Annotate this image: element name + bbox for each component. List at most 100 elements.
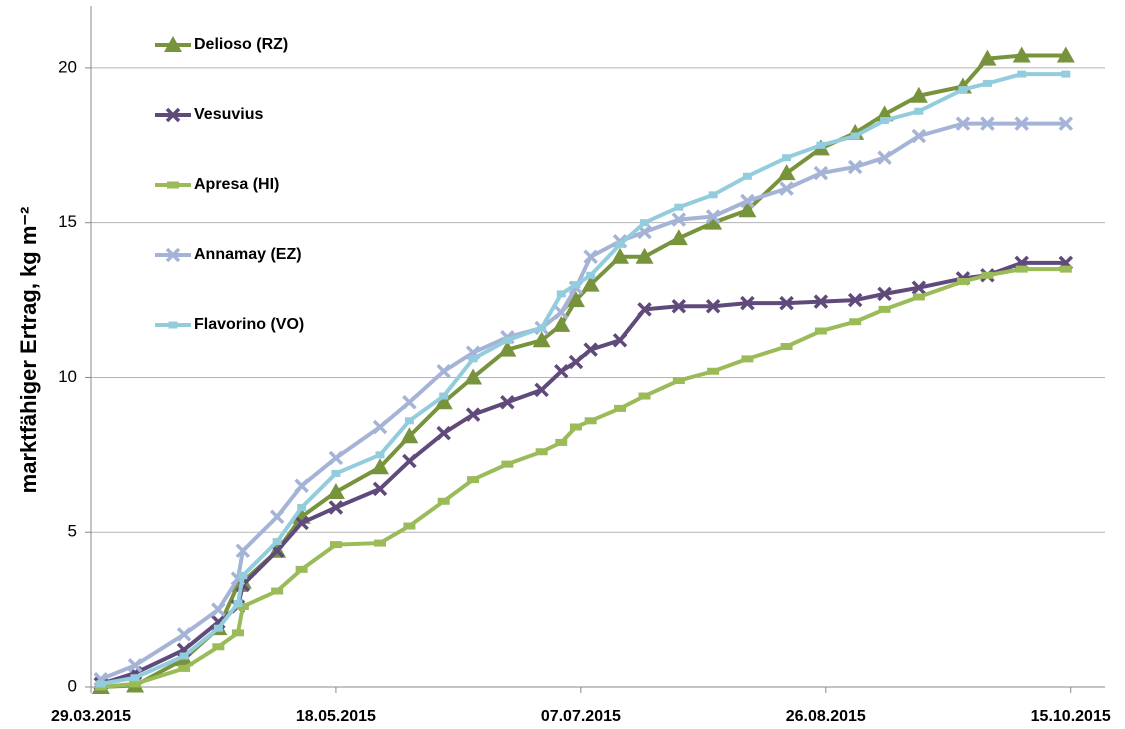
series-line (100, 72, 1066, 686)
data-point (1056, 46, 1075, 63)
data-point (738, 201, 757, 218)
data-point (571, 281, 581, 289)
data-point (583, 342, 598, 357)
data-point (705, 209, 721, 224)
data-point (982, 79, 992, 87)
data-point (294, 478, 309, 494)
data-point (532, 331, 551, 348)
data-point (295, 565, 308, 573)
data-point (269, 509, 285, 524)
data-point (404, 417, 414, 425)
data-point (780, 343, 793, 350)
data-point (814, 327, 827, 335)
data-point (1012, 46, 1031, 63)
data-point (468, 355, 478, 363)
data-point (372, 481, 388, 497)
data-point (129, 680, 142, 688)
data-point (740, 295, 755, 311)
data-point (637, 302, 652, 317)
x-tick-label: 26.08.2015 (786, 708, 866, 725)
y-tick-label: 15 (58, 212, 77, 231)
data-point (911, 280, 927, 295)
data-point (555, 438, 568, 446)
data-point (909, 86, 928, 103)
data-point (96, 680, 106, 688)
data-point (467, 476, 480, 484)
data-point (671, 299, 687, 314)
legend-marker (165, 247, 181, 263)
data-point (554, 364, 569, 379)
data-point (556, 290, 566, 298)
data-point (614, 404, 627, 412)
data-point (850, 132, 860, 140)
legend-label: Apresa (HI) (194, 176, 279, 193)
data-point (537, 324, 547, 332)
data-point (231, 629, 244, 637)
data-point (584, 417, 597, 425)
data-point (635, 247, 654, 264)
series-line (100, 53, 1066, 689)
data-point (779, 181, 794, 196)
data-point (777, 164, 796, 181)
data-point (586, 271, 596, 279)
data-point (956, 277, 969, 285)
data-point (235, 543, 251, 559)
data-point (878, 305, 891, 313)
data-point (502, 336, 512, 344)
data-point (374, 539, 387, 547)
data-point (569, 423, 582, 431)
data-point (436, 425, 451, 441)
data-point (179, 652, 189, 660)
data-point (294, 515, 309, 531)
data-point (434, 393, 453, 410)
data-point (1014, 116, 1029, 131)
data-point (439, 392, 449, 400)
data-point (238, 572, 248, 580)
data-point (958, 86, 968, 94)
y-tick-label: 0 (68, 676, 77, 695)
data-point (326, 482, 345, 499)
y-tick-label: 20 (58, 57, 77, 76)
data-point (535, 448, 548, 456)
data-point (779, 295, 794, 311)
legend-label: Vesuvius (194, 106, 263, 123)
data-point (552, 315, 571, 332)
data-point (740, 193, 755, 209)
data-point (615, 240, 625, 248)
data-point (233, 599, 243, 607)
legend-marker (164, 36, 182, 52)
data-point (176, 627, 192, 642)
legend-label: Flavorino (VO) (194, 316, 304, 333)
data-point (674, 203, 684, 211)
data-point (1017, 70, 1027, 78)
data-point (331, 469, 341, 477)
data-point (436, 364, 451, 379)
data-point (640, 219, 650, 227)
legend-marker (168, 321, 178, 329)
data-point (911, 128, 927, 144)
data-point (236, 603, 249, 611)
data-point (464, 368, 483, 385)
data-point (1061, 70, 1071, 78)
data-point (813, 294, 829, 309)
data-point (704, 213, 723, 230)
data-point (534, 382, 549, 398)
y-tick-label: 10 (58, 367, 77, 386)
data-point (1015, 265, 1028, 273)
legend-label: Delioso (RZ) (194, 36, 288, 53)
data-point (568, 354, 584, 370)
data-point (672, 377, 685, 385)
data-point (130, 674, 140, 682)
data-point (581, 275, 600, 292)
data-point (400, 427, 419, 444)
data-point (272, 538, 282, 546)
data-point (707, 367, 720, 375)
data-point (912, 293, 925, 301)
data-point (816, 141, 826, 149)
data-point (1058, 116, 1074, 131)
data-point (465, 407, 481, 422)
x-tick-label: 15.10.2015 (1031, 708, 1111, 725)
x-tick-label: 07.07.2015 (541, 708, 621, 725)
data-point (211, 602, 226, 617)
